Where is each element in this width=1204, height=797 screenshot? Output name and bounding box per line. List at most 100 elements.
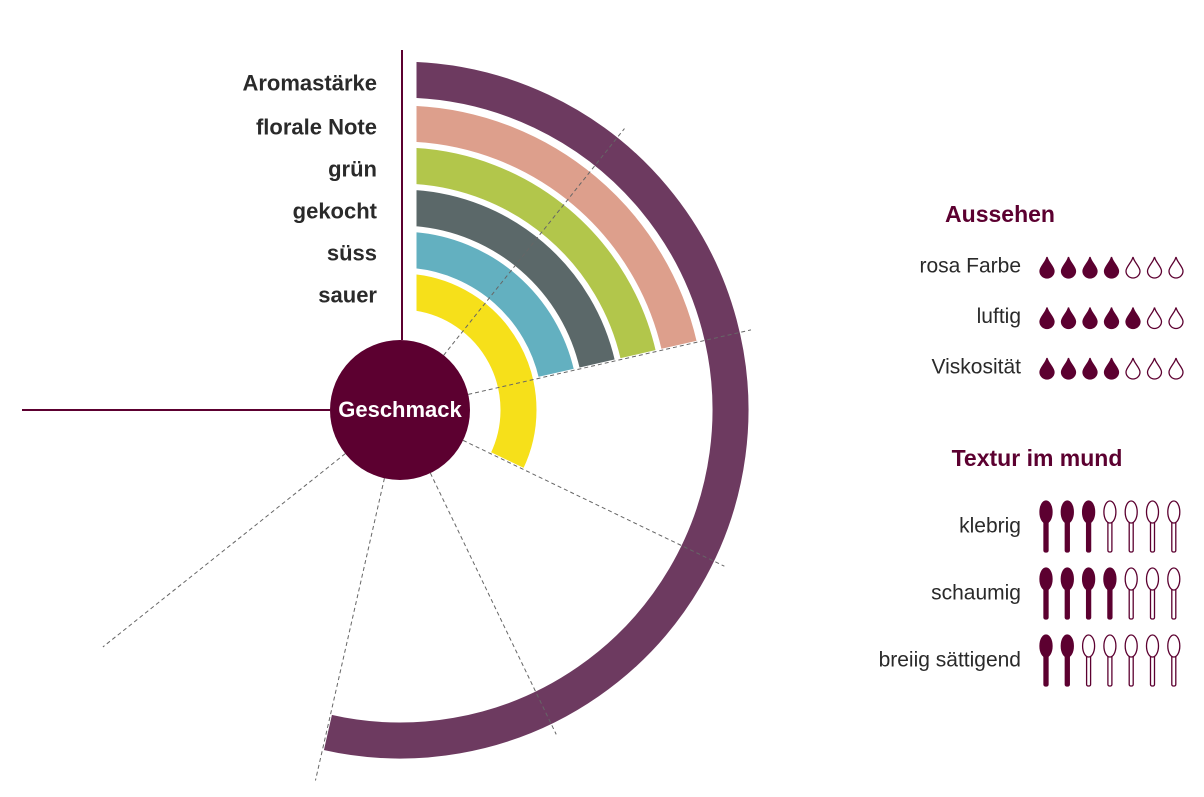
drop-icon	[1082, 307, 1098, 330]
rating-empty	[1124, 567, 1181, 620]
radial-bar	[413, 186, 619, 372]
category-label: süss	[327, 240, 377, 265]
rating-empty	[1081, 634, 1181, 687]
spoon-handle	[1064, 585, 1070, 620]
spoon-head	[1081, 567, 1096, 591]
spoon-head	[1060, 634, 1074, 658]
spoon-handle	[1085, 652, 1092, 687]
grid-line	[102, 453, 346, 648]
drop-icon	[1039, 256, 1055, 279]
spoon-head	[1124, 500, 1138, 524]
radial-bar	[413, 271, 540, 472]
grid-line	[429, 472, 557, 735]
spoon-head	[1039, 634, 1053, 658]
section-title: Textur im mund	[952, 445, 1123, 471]
spoon-head	[1167, 500, 1181, 524]
drop-icon	[1125, 307, 1141, 330]
rating-empty	[1125, 256, 1184, 279]
spoon-handle	[1043, 652, 1049, 687]
spoon-handle	[1107, 518, 1113, 553]
spoon-handle	[1043, 585, 1049, 620]
spoon-handle	[1043, 518, 1049, 553]
drop-icon	[1039, 357, 1055, 380]
rating-label: breiig sättigend	[879, 649, 1021, 672]
drop-icon	[1146, 357, 1163, 380]
category-label: Aromastärke	[242, 70, 377, 95]
spoon-handle	[1171, 585, 1177, 620]
spoon-head	[1145, 567, 1160, 591]
spoon-handle	[1149, 652, 1156, 687]
spoon-handle	[1107, 652, 1113, 687]
rating-empty	[1146, 307, 1184, 330]
rating-empty	[1103, 500, 1181, 553]
rating-filled	[1039, 256, 1120, 279]
radial-bar	[413, 144, 660, 362]
grid-line	[443, 128, 625, 356]
category-label: sauer	[318, 282, 377, 307]
drop-icon	[1168, 307, 1184, 330]
spoon-handle	[1128, 585, 1134, 620]
drop-icon	[1060, 256, 1077, 279]
rating-filled	[1039, 634, 1074, 687]
rating-filled	[1039, 567, 1117, 620]
grid-line	[468, 329, 752, 395]
spoon-handle	[1128, 518, 1134, 553]
drop-icon	[1039, 307, 1055, 330]
radial-bar	[413, 102, 701, 353]
rating-label: klebrig	[959, 515, 1021, 538]
spoon-head	[1124, 567, 1138, 591]
grid-line	[314, 478, 385, 781]
spoon-handle	[1107, 585, 1113, 620]
rating-filled	[1039, 500, 1096, 553]
spoon-head	[1039, 567, 1053, 591]
spoon-head	[1060, 567, 1074, 591]
spoon-head	[1103, 500, 1117, 524]
drop-icon	[1168, 357, 1184, 380]
drop-icon	[1146, 307, 1163, 330]
spoon-handle	[1149, 585, 1156, 620]
center-title: Geschmack	[338, 397, 462, 422]
spoon-head	[1145, 500, 1160, 524]
grid-line	[462, 439, 725, 567]
spoon-head	[1145, 634, 1160, 658]
spoon-head	[1103, 567, 1117, 591]
category-label: gekocht	[293, 198, 378, 223]
drop-icon	[1146, 256, 1163, 279]
section-title: Aussehen	[945, 201, 1055, 227]
drop-icon	[1060, 307, 1077, 330]
spoon-handle	[1171, 518, 1177, 553]
spoon-head	[1081, 634, 1096, 658]
category-label: florale Note	[256, 114, 377, 139]
spoon-head	[1124, 634, 1138, 658]
radial-bar	[413, 228, 578, 381]
spoon-head	[1060, 500, 1074, 524]
rating-filled	[1039, 357, 1120, 380]
drop-icon	[1125, 256, 1141, 279]
spoon-head	[1167, 634, 1181, 658]
spoon-handle	[1149, 518, 1156, 553]
spoon-head	[1081, 500, 1096, 524]
rating-label: rosa Farbe	[919, 255, 1021, 278]
category-label: grün	[328, 156, 377, 181]
drop-icon	[1103, 256, 1120, 279]
drop-icon	[1082, 256, 1098, 279]
rating-label: Viskosität	[932, 356, 1022, 379]
spoon-handle	[1128, 652, 1134, 687]
drop-icon	[1125, 357, 1141, 380]
spoon-handle	[1171, 652, 1177, 687]
rating-label: luftig	[977, 305, 1021, 328]
rating-filled	[1039, 307, 1141, 330]
drop-icon	[1082, 357, 1098, 380]
spoon-head	[1103, 634, 1117, 658]
drop-icon	[1103, 307, 1120, 330]
rating-label: schaumig	[931, 582, 1021, 605]
center-circle	[330, 340, 470, 480]
spoon-handle	[1064, 652, 1070, 687]
drop-icon	[1168, 256, 1184, 279]
spoon-handle	[1085, 585, 1092, 620]
spoon-handle	[1064, 518, 1070, 553]
spoon-head	[1039, 500, 1053, 524]
radial-bar	[320, 58, 752, 762]
rating-empty	[1125, 357, 1184, 380]
